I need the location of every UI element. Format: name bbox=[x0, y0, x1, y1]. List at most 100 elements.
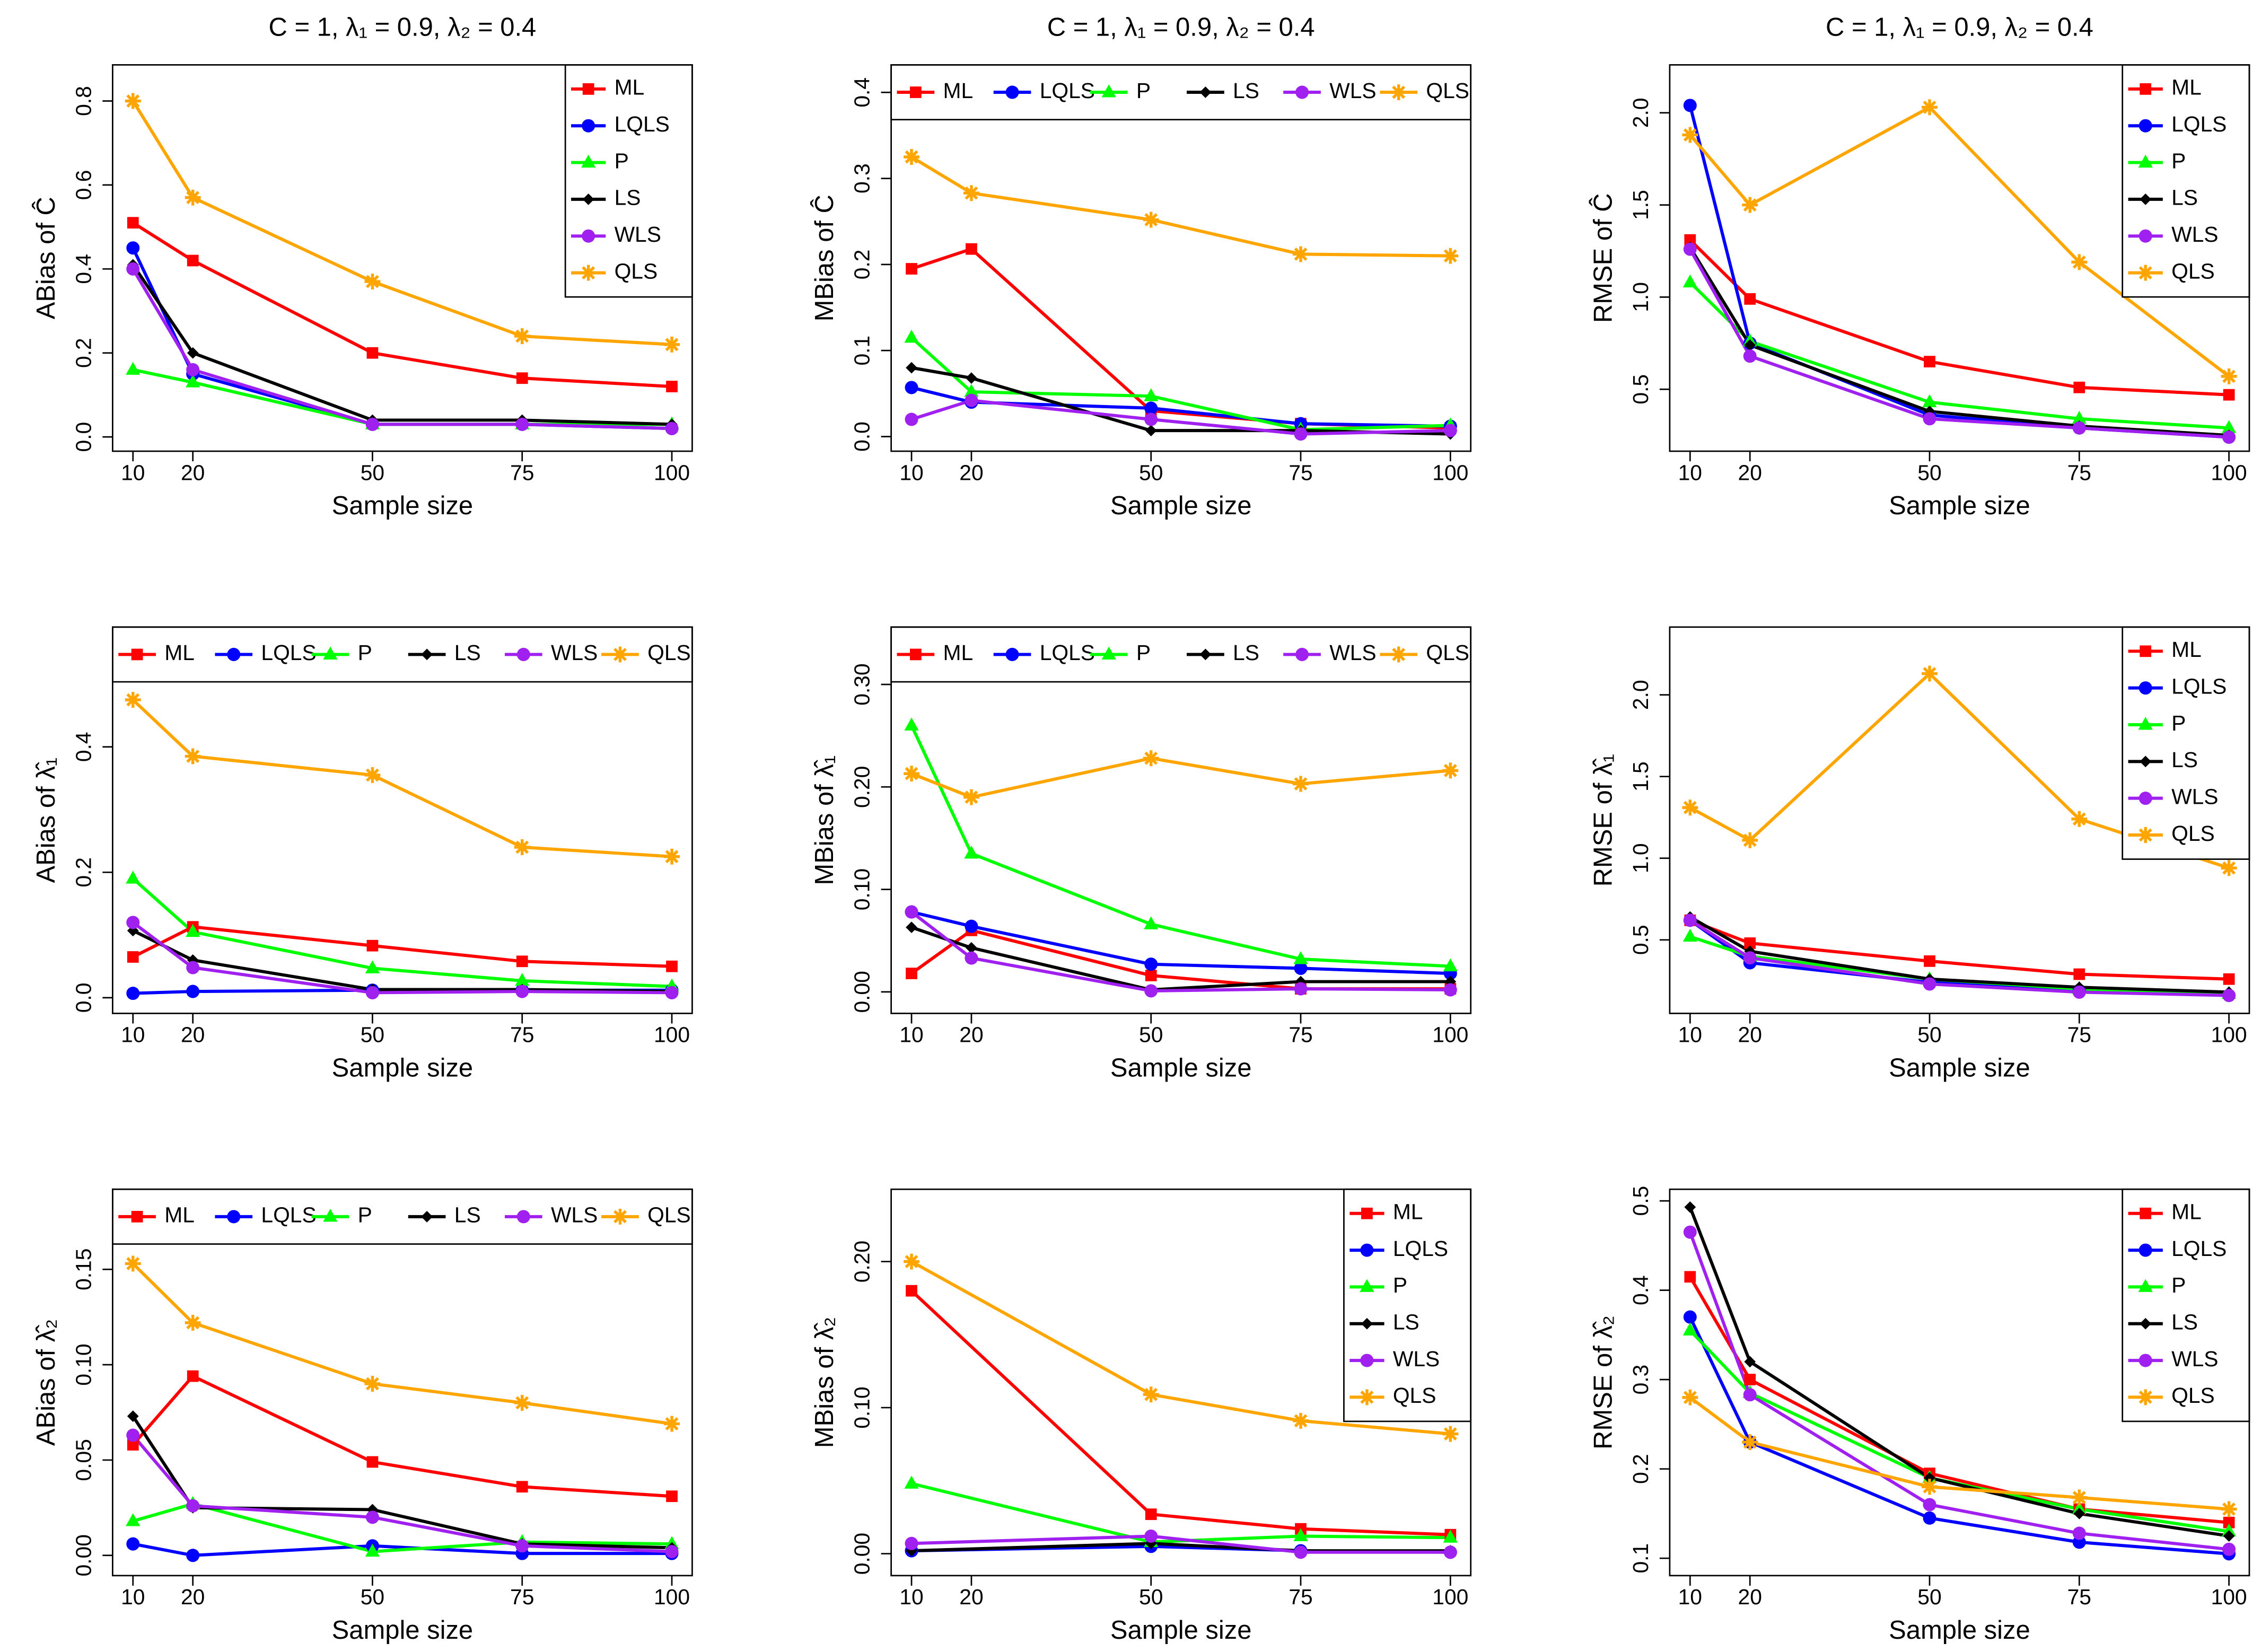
panel: 10 20 50 75 100 0.0 0.2 0.4 Sample size ABias of … bbox=[32, 626, 693, 1082]
y-tick-label: 0.30 bbox=[850, 663, 874, 705]
x-tick-label: 20 bbox=[1738, 1585, 1762, 1609]
marker bbox=[2139, 792, 2152, 805]
legend-box bbox=[564, 64, 693, 298]
marker bbox=[909, 86, 922, 98]
marker bbox=[665, 1545, 679, 1559]
y-tick-label: 0.10 bbox=[850, 868, 874, 910]
x-tick-label: 10 bbox=[899, 1023, 923, 1047]
marker bbox=[905, 1536, 918, 1550]
marker bbox=[187, 347, 199, 359]
y-tick-label: 0.8 bbox=[71, 86, 95, 116]
marker bbox=[582, 83, 594, 95]
marker bbox=[1390, 646, 1407, 663]
marker bbox=[964, 845, 979, 859]
marker bbox=[1742, 197, 1758, 213]
marker bbox=[186, 374, 200, 388]
marker bbox=[365, 986, 379, 999]
marker bbox=[1390, 84, 1407, 100]
marker bbox=[1443, 1545, 1457, 1559]
marker bbox=[1293, 776, 1309, 792]
marker bbox=[906, 362, 917, 374]
marker bbox=[187, 254, 199, 267]
marker bbox=[666, 1490, 678, 1502]
legend-label: LS bbox=[2171, 748, 2198, 772]
x-tick-label: 75 bbox=[2067, 1585, 2091, 1609]
marker bbox=[1144, 388, 1159, 401]
marker bbox=[227, 1210, 241, 1224]
chart-title: C = 1, λ₁ = 0.9, λ₂ = 0.4 bbox=[1826, 13, 2093, 41]
x-tick-label: 20 bbox=[181, 1023, 205, 1047]
legend-label: QLS bbox=[1426, 640, 1469, 665]
marker bbox=[2140, 194, 2152, 205]
marker bbox=[906, 921, 917, 933]
x-tick-label: 100 bbox=[2211, 460, 2247, 485]
x-tick-label: 100 bbox=[1432, 460, 1468, 485]
legend-label: LS bbox=[1233, 78, 1259, 103]
marker bbox=[1145, 970, 1157, 981]
x-tick-label: 75 bbox=[1289, 460, 1312, 485]
legend-label: LS bbox=[2171, 186, 2198, 210]
legend-label: ML bbox=[2171, 1200, 2202, 1224]
marker bbox=[580, 265, 597, 281]
series-line bbox=[911, 910, 1451, 976]
x-tick-label: 10 bbox=[899, 460, 923, 485]
legend-label: QLS bbox=[2171, 821, 2215, 846]
marker bbox=[1293, 1528, 1308, 1542]
y-tick-label: 2.0 bbox=[1628, 98, 1653, 128]
marker bbox=[1360, 1279, 1374, 1292]
x-tick-label: 100 bbox=[654, 1023, 690, 1047]
y-axis-label: RMSE of λ̂₁ bbox=[1589, 754, 1617, 886]
marker bbox=[1442, 248, 1459, 264]
y-tick-label: 0.2 bbox=[71, 338, 95, 368]
marker bbox=[909, 648, 922, 661]
marker bbox=[2137, 827, 2154, 843]
x-tick-label: 20 bbox=[959, 1585, 983, 1609]
y-tick-label: 0.2 bbox=[850, 250, 874, 280]
marker bbox=[1295, 647, 1309, 661]
marker bbox=[126, 1513, 141, 1526]
marker bbox=[186, 1549, 200, 1562]
marker bbox=[2137, 1389, 2154, 1405]
legend-label: ML bbox=[2171, 637, 2202, 662]
marker bbox=[2071, 254, 2088, 270]
marker bbox=[516, 1210, 530, 1224]
series-line bbox=[910, 757, 1451, 799]
legend-label: LS bbox=[1393, 1310, 1419, 1334]
marker bbox=[2221, 420, 2237, 433]
y-tick-label: 0.5 bbox=[1628, 925, 1653, 955]
marker bbox=[227, 647, 241, 661]
legend-label: P bbox=[358, 640, 372, 665]
marker bbox=[1743, 1388, 1757, 1402]
marker bbox=[1922, 1479, 1938, 1495]
marker bbox=[1144, 957, 1158, 971]
y-axis-label: MBias of λ̂₂ bbox=[810, 1317, 839, 1448]
x-tick-label: 50 bbox=[1139, 1023, 1163, 1047]
marker bbox=[515, 417, 529, 431]
x-tick-label: 10 bbox=[1678, 460, 1702, 485]
marker bbox=[1683, 1225, 1697, 1239]
marker bbox=[365, 960, 380, 973]
y-tick-label: 0.00 bbox=[850, 1533, 874, 1575]
panel: 10 20 50 75 100 0.00 0.05 0.10 0.15 Sample size AB… bbox=[32, 1188, 693, 1645]
marker bbox=[904, 149, 919, 165]
x-tick-label: 75 bbox=[1289, 1023, 1312, 1047]
marker bbox=[904, 717, 919, 731]
marker bbox=[1924, 955, 1935, 967]
panel: C = 1, λ₁ = 0.9, λ₂ = 0.4 10 20 50 75 100 0.0 0… bbox=[810, 13, 1472, 520]
marker bbox=[1683, 242, 1697, 256]
series-line bbox=[1689, 916, 2229, 994]
marker bbox=[516, 647, 530, 661]
marker bbox=[2223, 1530, 2235, 1542]
marker bbox=[2072, 410, 2087, 424]
x-tick-label: 10 bbox=[121, 460, 145, 485]
marker bbox=[366, 347, 379, 359]
marker bbox=[364, 274, 381, 290]
marker bbox=[1743, 349, 1757, 363]
marker bbox=[1682, 1389, 1698, 1405]
marker bbox=[1924, 356, 1935, 367]
legend-label: WLS bbox=[2171, 784, 2218, 809]
y-tick-label: 0.10 bbox=[850, 1386, 874, 1428]
legend-label: ML bbox=[615, 75, 645, 100]
marker bbox=[2072, 1526, 2086, 1540]
x-tick-label: 100 bbox=[1432, 1585, 1468, 1609]
